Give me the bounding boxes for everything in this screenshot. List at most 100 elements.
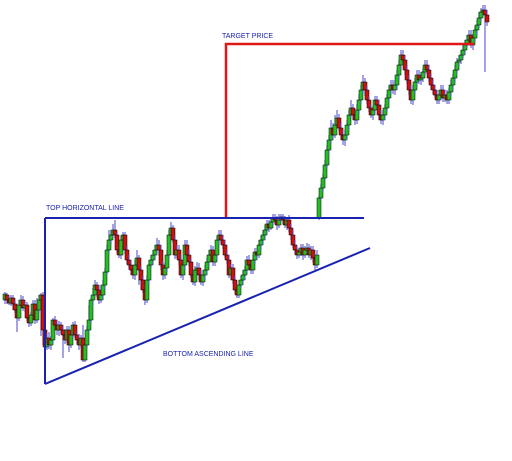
candle-down [224, 254, 230, 261]
candle-down [196, 267, 202, 276]
candle-down [94, 284, 100, 291]
candle-up [180, 264, 186, 276]
top-horizontal-line-label: TOP HORIZONTAL LINE [46, 205, 124, 212]
candle-down [428, 77, 434, 86]
candle-up [344, 124, 350, 136]
candle-up [446, 91, 452, 101]
candle-down [186, 254, 192, 263]
candle-up [148, 259, 154, 266]
candle-up [276, 219, 282, 226]
candle-down [74, 334, 80, 341]
candle-down [424, 64, 430, 71]
candle-down [288, 227, 294, 236]
candle-up [240, 274, 246, 281]
pattern-lines [44, 42, 474, 385]
candle-up [204, 261, 210, 271]
candle-down [222, 244, 228, 256]
candle-up [132, 264, 138, 276]
candle-down [338, 127, 344, 136]
candle-up [418, 77, 424, 81]
candle-down [126, 259, 132, 266]
candle-down [60, 329, 66, 336]
candle-down [374, 99, 380, 106]
candle-down [246, 259, 252, 266]
candle-up [472, 29, 478, 39]
candle-up [410, 89, 416, 101]
candle-down [232, 279, 238, 291]
candle-down [286, 219, 292, 229]
candle-up [458, 54, 464, 61]
candle-up [354, 109, 360, 121]
candle-up [268, 221, 274, 229]
candle-up [412, 81, 418, 91]
candle-down [124, 249, 130, 261]
candle-up [16, 304, 22, 319]
candle-up [104, 249, 110, 273]
candle-down [184, 244, 190, 256]
bottom-ascending-line [44, 247, 371, 385]
candle-down [58, 324, 64, 331]
candle-up [382, 107, 388, 116]
candle-down [112, 229, 118, 236]
candle-up [108, 234, 114, 241]
candle-down [364, 89, 370, 101]
candle-down [4, 294, 10, 301]
candle-down [156, 244, 162, 251]
candle-down [24, 304, 30, 319]
candle-down [362, 81, 368, 91]
candle-up [256, 244, 262, 256]
candle-up [164, 254, 170, 269]
candle-down [350, 107, 356, 116]
candle-up [324, 149, 330, 166]
candle-up [212, 254, 218, 263]
candle-up [68, 334, 74, 346]
candle-down [366, 99, 372, 109]
candle-up [474, 24, 480, 31]
candle-up [242, 269, 248, 276]
candle-up [450, 77, 456, 86]
candle-down [122, 234, 128, 251]
candle-down [138, 269, 144, 281]
candle-up [302, 249, 308, 256]
candle-up [238, 279, 244, 286]
candle-up [118, 239, 124, 256]
candle-up [478, 11, 484, 19]
candle-up [36, 299, 42, 311]
candle-up [84, 329, 90, 346]
target-price-line [224, 42, 474, 218]
candle-up [370, 109, 376, 116]
candle-down [176, 249, 182, 261]
candle-up [98, 294, 104, 301]
candle-up [106, 239, 112, 251]
candle-up [384, 97, 390, 109]
candle-down [426, 69, 432, 79]
candle-down [432, 89, 438, 96]
candle-up [258, 239, 264, 246]
candle-down [140, 279, 146, 291]
candle-up [462, 44, 468, 51]
candle-up [396, 64, 402, 76]
candle-up [214, 239, 220, 256]
candle-down [158, 249, 164, 266]
candle-up [150, 254, 156, 261]
candle-up [206, 254, 212, 263]
candle-up [342, 134, 348, 141]
candle-up [236, 284, 242, 296]
candle-down [52, 319, 58, 326]
candle-down [12, 303, 18, 311]
candle-up [162, 267, 168, 276]
candle-up [316, 197, 322, 219]
candle-down [292, 244, 298, 251]
candle-down [484, 14, 490, 23]
candle-up [202, 269, 208, 276]
target-price-label: TARGET PRICE [222, 33, 273, 40]
candle-up [250, 259, 256, 271]
candle-down [188, 261, 194, 276]
candle-down [310, 249, 316, 259]
candle-up [436, 94, 442, 101]
candle-up [358, 89, 364, 101]
candle-up [166, 234, 172, 256]
candle-up [332, 124, 338, 136]
candle-up [144, 279, 150, 301]
candle-up [456, 59, 462, 63]
